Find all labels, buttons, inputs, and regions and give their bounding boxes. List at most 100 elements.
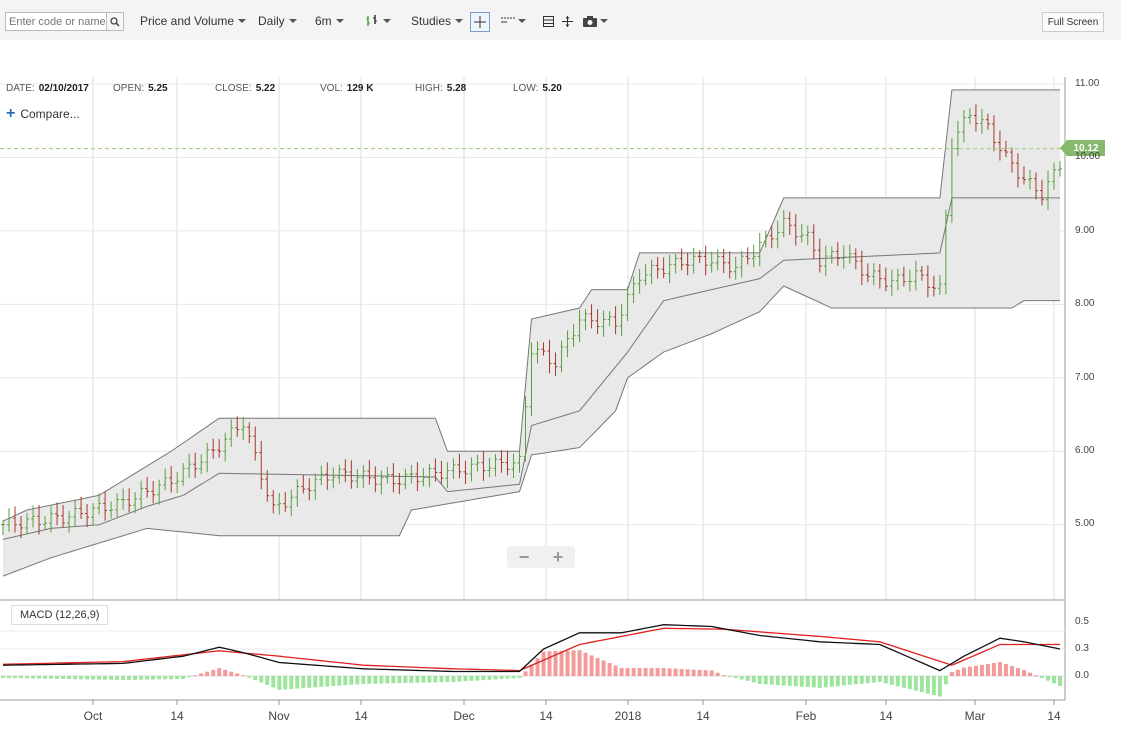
snapshot-dropdown[interactable] [581,12,609,30]
macd-histogram-bar [619,668,624,676]
macd-histogram-bar [943,676,948,685]
draw-tools-dropdown[interactable] [500,12,526,30]
macd-histogram-bar [373,676,378,684]
macd-signal-line [2,627,1060,672]
x-tick-label: Dec [453,709,475,723]
range-label: 6m [315,14,332,28]
ohlc-bars-icon [366,15,377,26]
macd-histogram-bar [631,668,636,676]
macd-histogram-bar [469,676,474,681]
info-high: HIGH: 5.28 [415,83,467,94]
macd-histogram-bar [925,676,930,694]
macd-histogram-bar [85,676,90,680]
macd-histogram-bar [769,676,774,685]
macd-histogram-bar [745,676,750,681]
macd-histogram-bar [151,676,156,680]
macd-histogram-bar [241,675,246,677]
price-channel-lower [2,285,1060,577]
macd-histogram-bar [391,676,396,684]
macd-histogram-bar [181,676,186,679]
macd-histogram-bar [961,667,966,676]
macd-histogram-bar [997,662,1002,676]
macd-histogram-bar [157,676,162,680]
macd-histogram-bar [37,676,42,679]
macd-tick-label: 0.3 [1075,643,1089,654]
data-table-button[interactable] [541,12,555,30]
full-screen-button[interactable]: Full Screen [1042,12,1104,32]
zoom-in-button[interactable]: + [552,546,564,567]
price-chart[interactable] [0,77,1121,729]
macd-histogram-bar [217,668,222,676]
chart-type-label: Price and Volume [140,14,235,28]
x-tick-label: 2018 [614,709,642,723]
macd-histogram-bar [793,676,798,687]
macd-histogram-bar [121,676,126,680]
macd-histogram-bar [73,676,78,680]
chevron-down-icon [455,19,464,23]
macd-histogram-bar [655,668,660,676]
compare-button[interactable]: + Compare... [6,105,80,123]
zoom-out-button[interactable]: − [518,546,530,567]
macd-histogram-bar [919,676,924,693]
macd-histogram-bar [505,676,510,679]
macd-histogram-bar [25,676,30,679]
x-tick-label: Mar [964,709,986,723]
macd-histogram-bar [697,669,702,676]
macd-histogram-bar [265,676,270,685]
y-tick-label: 11.00 [1075,78,1100,89]
chart-type-dropdown[interactable]: Price and Volume [140,14,247,28]
bar-style-dropdown[interactable] [365,14,391,28]
macd-histogram-bar [679,668,684,676]
crosshair-button[interactable] [470,12,490,32]
range-dropdown[interactable]: 6m [315,14,344,28]
macd-histogram-bar [739,676,744,680]
x-tick-label: Nov [268,709,290,723]
macd-histogram-bar [475,676,480,681]
macd-histogram-bar [49,676,54,679]
macd-histogram-bar [907,676,912,690]
macd-histogram-bar [295,676,300,689]
compare-label: Compare... [20,107,80,121]
macd-histogram-bar [949,672,954,676]
macd-histogram-bar [283,676,288,690]
macd-histogram-bar [685,669,690,676]
macd-histogram-bar [1009,666,1014,676]
macd-histogram-bar [643,668,648,676]
macd-histogram-bar [1027,672,1032,676]
macd-histogram-bar [319,676,324,687]
macd-histogram-bar [169,676,174,680]
macd-tick-label: 0.5 [1075,616,1089,627]
macd-histogram-bar [529,664,534,676]
info-date: DATE: 02/10/2017 [6,83,89,94]
symbol-search-input[interactable] [6,13,109,30]
macd-histogram-bar [313,676,318,688]
macd-histogram-bar [751,676,756,683]
macd-histogram-bar [967,666,972,676]
zoom-control: − + [507,546,575,568]
y-tick-label: 6.00 [1075,445,1095,456]
macd-histogram-bar [847,676,852,685]
macd-histogram-bar [757,676,762,684]
macd-histogram-bar [667,668,672,676]
chart-toolbar: Price and Volume Daily 6m Studies Full S… [0,0,1121,40]
pan-button[interactable] [561,12,573,30]
info-close: CLOSE: 5.22 [215,83,276,94]
macd-histogram-bar [727,676,732,677]
interval-dropdown[interactable]: Daily [258,14,297,28]
macd-histogram-bar [199,673,204,676]
macd-histogram-bar [223,669,228,676]
search-icon[interactable] [106,13,123,30]
symbol-search-box[interactable] [5,12,124,31]
y-tick-label: 9.00 [1075,225,1095,236]
macd-histogram-bar [937,676,942,697]
macd-histogram-bar [79,676,84,680]
price-channel-fill [3,89,1060,577]
macd-histogram-bar [397,676,402,684]
macd-histogram-bar [1051,676,1056,684]
macd-histogram-bar [355,676,360,685]
macd-histogram-bar [1058,676,1062,686]
y-tick-label: 7.00 [1075,372,1095,383]
macd-histogram-bar [301,676,306,689]
macd-study-label[interactable]: MACD (12,26,9) [11,605,109,625]
studies-dropdown[interactable]: Studies [411,14,464,28]
